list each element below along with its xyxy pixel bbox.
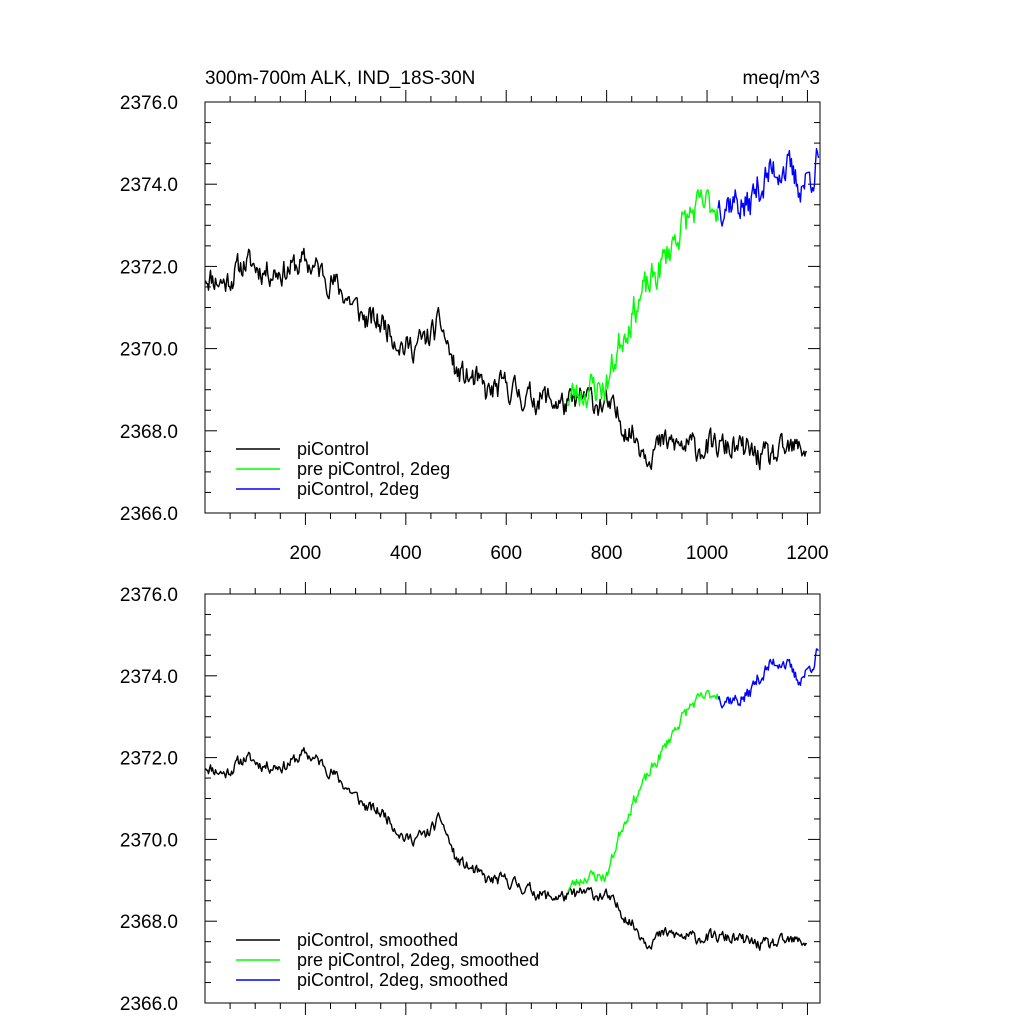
x-tick-label: 200 bbox=[290, 543, 322, 564]
series-line-0 bbox=[204, 247, 807, 471]
series-line-2 bbox=[717, 148, 820, 227]
unit-label: meq/m^3 bbox=[742, 68, 820, 89]
y-tick-label: 2370.0 bbox=[120, 830, 178, 851]
legend-label-1: pre piControl, 2deg, smoothed bbox=[297, 950, 539, 970]
y-tick-label: 2370.0 bbox=[120, 340, 178, 361]
legend-label-1: pre piControl, 2deg bbox=[297, 459, 450, 479]
x-tick-label: 1000 bbox=[686, 543, 728, 564]
y-tick-label: 2368.0 bbox=[120, 422, 178, 443]
x-tick-label: 1200 bbox=[786, 543, 828, 564]
figure-title: 300m-700m ALK, IND_18S-30N bbox=[205, 68, 475, 89]
series-line-1 bbox=[567, 689, 719, 892]
y-tick-label: 2366.0 bbox=[120, 994, 178, 1015]
y-tick-label: 2376.0 bbox=[120, 585, 178, 606]
bottom-panel: 2366.0 2368.0 2370.0 2372.0 2374.0 2376.0 piCo… bbox=[120, 582, 821, 1015]
series-line-1 bbox=[567, 189, 719, 409]
legend-label-0: piControl bbox=[297, 439, 369, 459]
y-tick-label: 2368.0 bbox=[120, 912, 178, 933]
top-panel: 2366.0 2368.0 2370.0 2372.0 2374.0 2376.0 200 4… bbox=[120, 90, 829, 564]
y-tick-label: 2372.0 bbox=[120, 257, 178, 278]
series-line-2 bbox=[717, 648, 820, 709]
legend-label-2: piControl, 2deg, smoothed bbox=[297, 970, 508, 990]
y-tick-label: 2366.0 bbox=[120, 504, 178, 525]
x-tick-label: 400 bbox=[390, 543, 422, 564]
legend-label-0: piControl, smoothed bbox=[297, 930, 458, 950]
x-tick-label: 600 bbox=[490, 543, 522, 564]
y-tick-label: 2374.0 bbox=[120, 667, 178, 688]
y-tick-label: 2374.0 bbox=[120, 175, 178, 196]
legend-label-2: piControl, 2deg bbox=[297, 479, 419, 499]
x-tick-label: 800 bbox=[591, 543, 623, 564]
y-tick-label: 2376.0 bbox=[120, 93, 178, 114]
y-tick-label: 2372.0 bbox=[120, 749, 178, 770]
series-line-0 bbox=[204, 747, 808, 951]
